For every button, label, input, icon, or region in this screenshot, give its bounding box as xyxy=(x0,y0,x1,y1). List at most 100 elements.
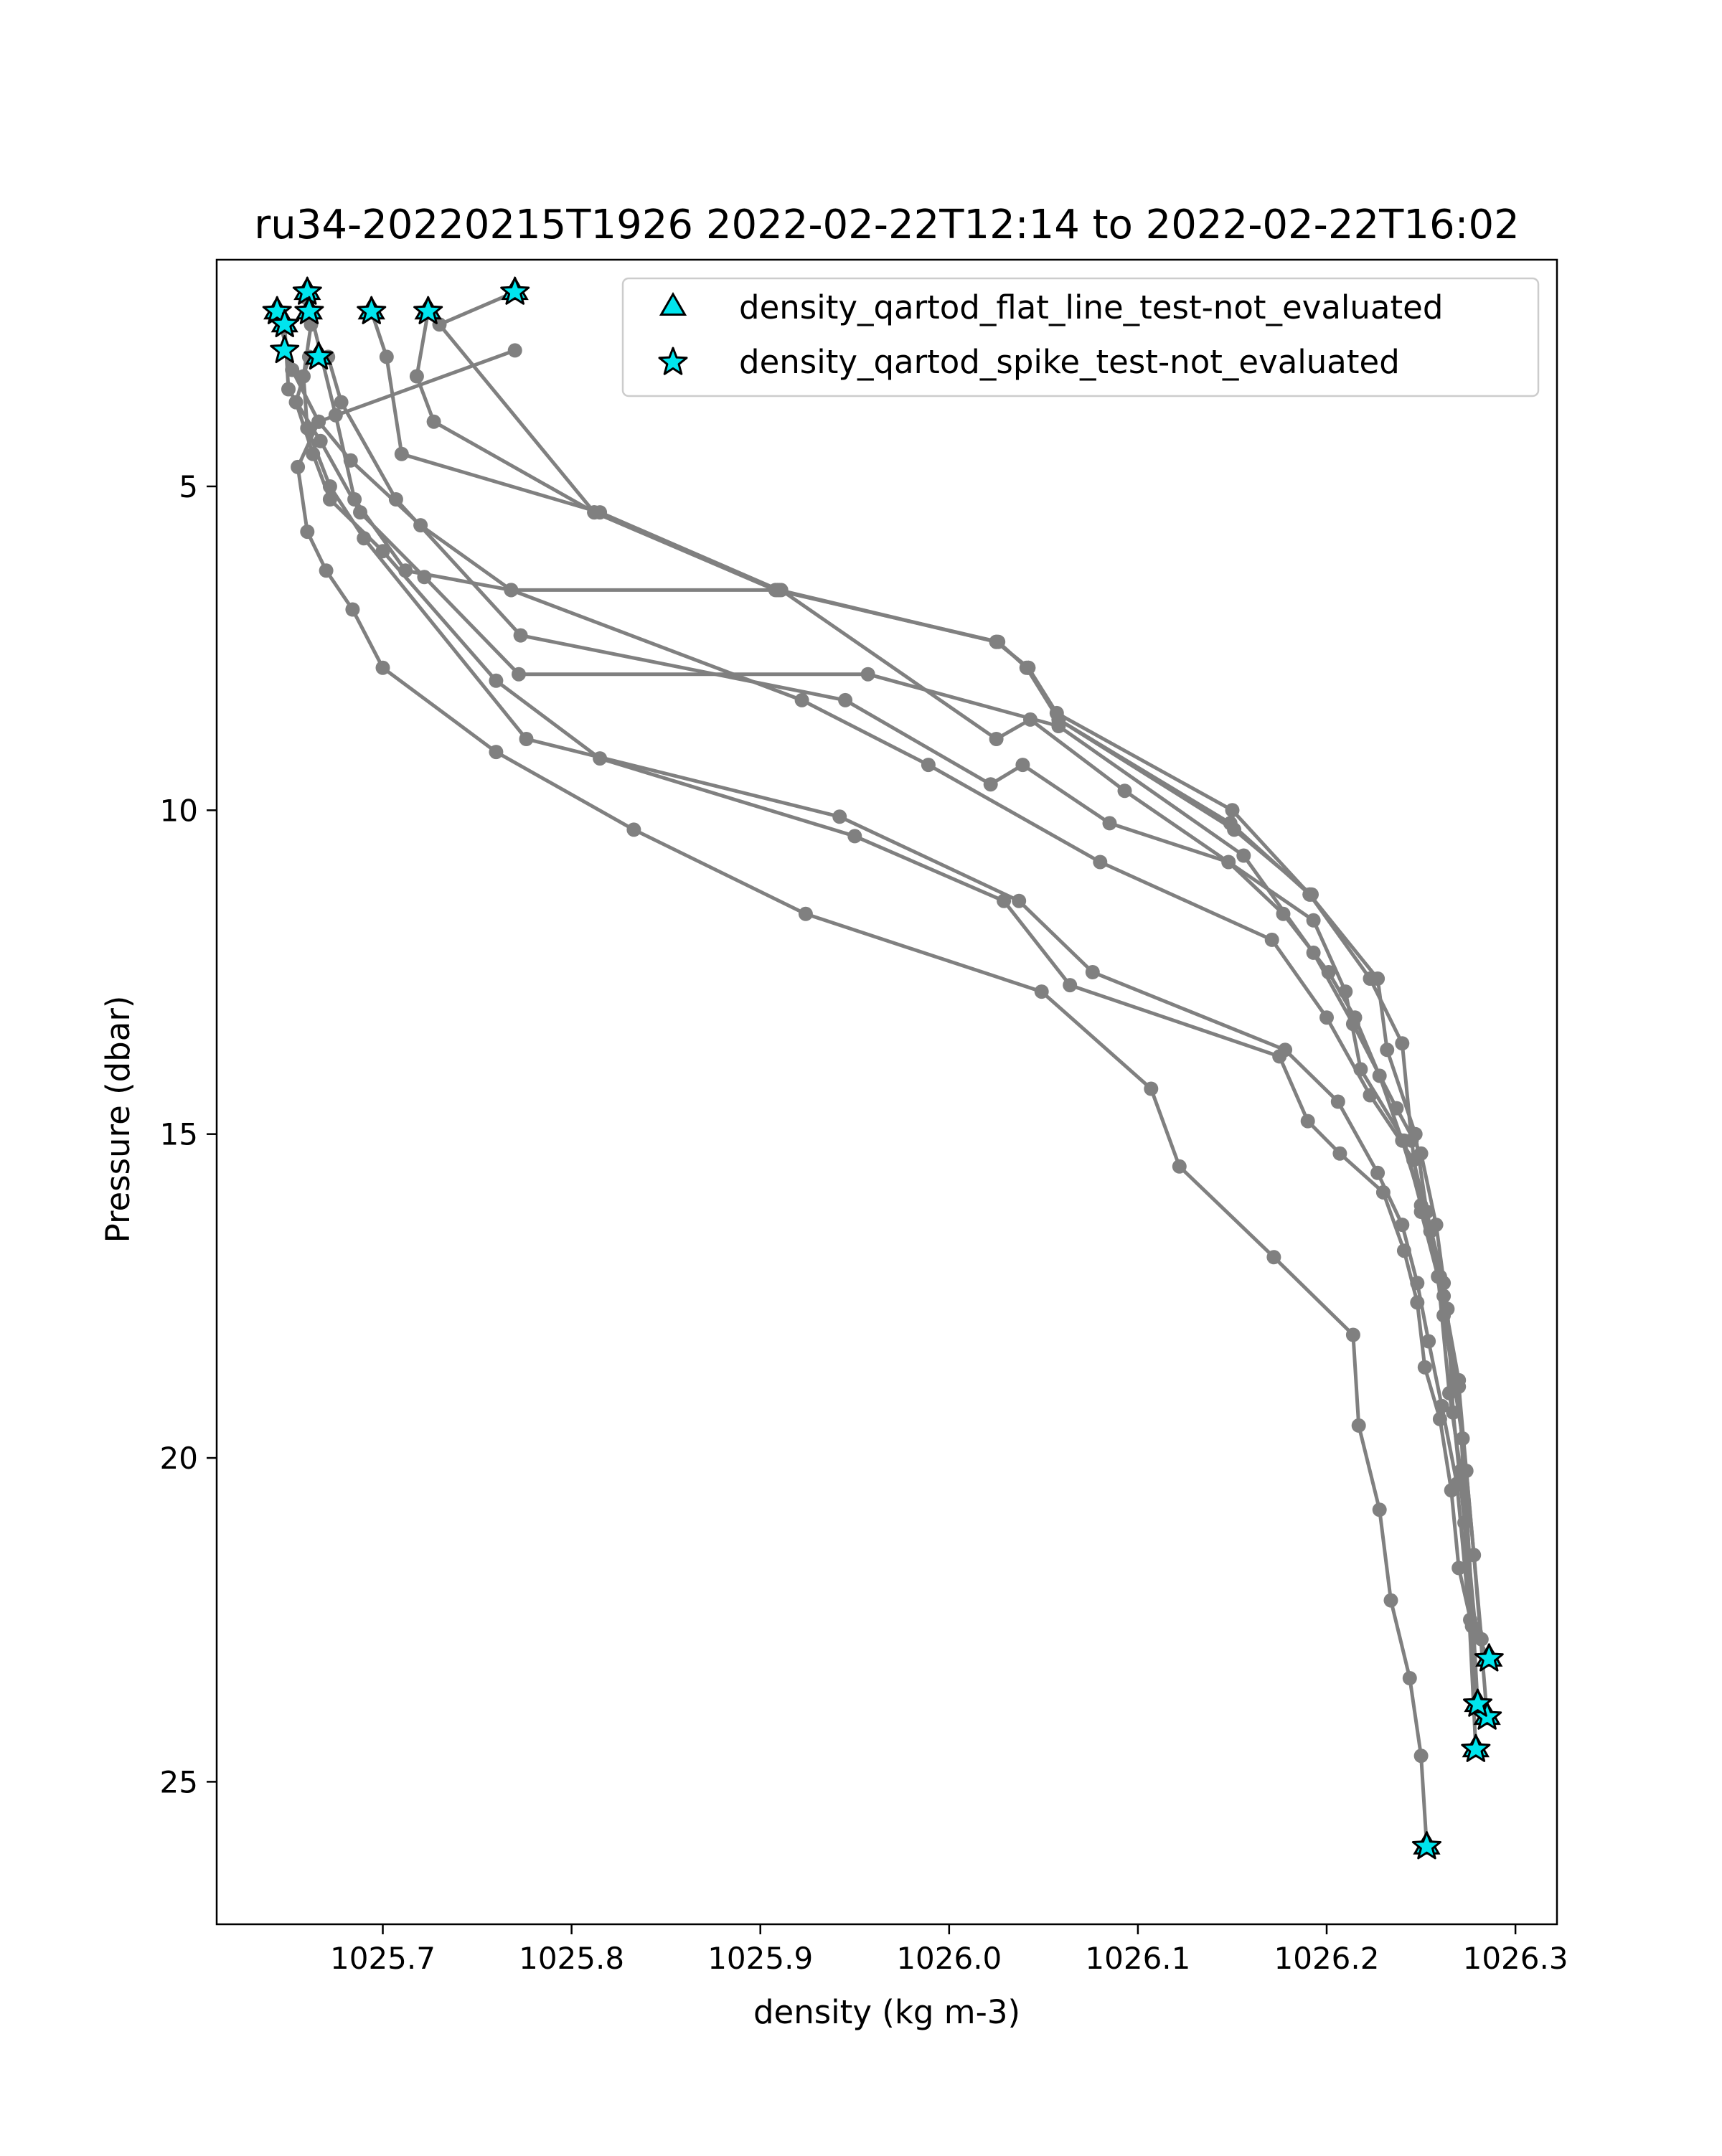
profile-point xyxy=(983,777,998,792)
profile-point xyxy=(1474,1632,1489,1647)
legend: density_qartod_flat_line_test-not_evalua… xyxy=(621,277,1540,397)
profile-point xyxy=(1227,822,1242,837)
spike-flag-marker xyxy=(1474,1643,1504,1672)
x-tick-label: 1026.1 xyxy=(1085,1941,1190,1976)
profile-point xyxy=(319,563,334,578)
profile-point xyxy=(989,732,1004,746)
profile-point xyxy=(1408,1126,1423,1141)
profile-point xyxy=(1370,1165,1385,1180)
profile-point xyxy=(1442,1385,1457,1401)
profile-point xyxy=(626,822,641,837)
spike-flag-marker xyxy=(262,296,292,324)
spike-flag-marker xyxy=(357,296,387,324)
profile-point xyxy=(1304,887,1319,902)
profile-line xyxy=(370,311,1478,1634)
profile-point xyxy=(1300,1114,1315,1129)
legend-entry-label: density_qartod_spike_test-not_evaluated xyxy=(739,343,1400,381)
profile-point xyxy=(489,673,504,688)
x-tick-label: 1025.7 xyxy=(330,1941,436,1976)
profile-point xyxy=(1330,1094,1345,1109)
profile-point xyxy=(847,829,862,844)
profile-point xyxy=(1402,1671,1417,1685)
profile-point xyxy=(1276,906,1291,921)
profile-point xyxy=(1345,1327,1360,1342)
profile-point xyxy=(1102,816,1117,831)
profile-point xyxy=(1264,932,1279,947)
x-tick-label: 1025.9 xyxy=(707,1941,813,1976)
profile-point xyxy=(1395,1036,1410,1051)
profile-point xyxy=(1085,965,1100,979)
profile-point xyxy=(489,745,504,760)
profile-point xyxy=(1319,1010,1334,1025)
profile-point xyxy=(1321,965,1336,979)
profile-series-3 xyxy=(296,317,1485,1712)
profile-point xyxy=(1380,1042,1395,1058)
profile-point xyxy=(1306,913,1321,928)
y-axis-label: Pressure (dbar) xyxy=(99,996,137,1243)
profile-point xyxy=(1021,660,1036,675)
spike-flag-marker xyxy=(292,276,322,305)
profile-point xyxy=(587,505,602,520)
x-tick-label: 1026.0 xyxy=(896,1941,1002,1976)
profile-point xyxy=(394,446,409,461)
profile-point xyxy=(1421,1334,1436,1349)
profile-point xyxy=(328,408,343,423)
spike-flag-marker xyxy=(294,296,324,324)
profile-point xyxy=(507,343,522,358)
profile-point xyxy=(860,667,875,682)
profile-point xyxy=(1023,712,1038,727)
y-tick-label: 10 xyxy=(160,793,198,828)
profile-point xyxy=(375,660,390,675)
profile-point xyxy=(1447,1373,1462,1388)
profile-point xyxy=(1436,1276,1452,1291)
profile-point xyxy=(1117,783,1132,799)
plot-area xyxy=(262,276,1504,1860)
x-tick-label: 1026.3 xyxy=(1463,1941,1568,1976)
legend-box xyxy=(621,277,1540,397)
profile-point xyxy=(1419,1205,1434,1219)
profile-point xyxy=(1034,984,1049,999)
spike-flag-marker xyxy=(1463,1688,1492,1717)
profile-point xyxy=(1452,1560,1467,1576)
axes: 1025.7 1025.8 1025.9 1026.0 1026.1 1026.2 1026… xyxy=(160,258,1568,1976)
profile-point xyxy=(798,906,813,921)
profile-point xyxy=(1172,1159,1187,1174)
profile-point xyxy=(512,667,526,682)
profile-point xyxy=(1383,1593,1398,1608)
legend-triangle-icon xyxy=(659,292,687,316)
profile-point xyxy=(989,634,1004,649)
profile-point xyxy=(1093,855,1108,870)
profile-point xyxy=(1395,1218,1410,1233)
spike-flag-markers xyxy=(262,276,1504,1860)
chart-title: ru34-20220215T1926 2022-02-22T12:14 to 2… xyxy=(254,202,1519,248)
profile-point xyxy=(504,583,519,598)
profile-point xyxy=(794,692,809,707)
profile-point xyxy=(347,492,362,507)
profile-point xyxy=(1372,1068,1387,1083)
profile-point xyxy=(322,479,337,494)
profile-point xyxy=(281,382,296,397)
profile-point xyxy=(1236,848,1251,863)
profile-point xyxy=(1338,984,1353,999)
profile-point xyxy=(921,758,936,773)
profile-point xyxy=(1417,1360,1432,1375)
profile-point xyxy=(1051,712,1066,727)
profile-point xyxy=(1370,971,1385,986)
spike-flag-marker xyxy=(500,276,530,305)
profile-point xyxy=(1012,893,1027,908)
profile-point xyxy=(1372,1502,1387,1517)
profile-point xyxy=(1144,1081,1159,1096)
profile-point xyxy=(345,602,360,617)
profile-point xyxy=(426,414,441,429)
profile-point xyxy=(357,531,372,546)
y-tick-label: 5 xyxy=(179,469,198,504)
profile-point xyxy=(1278,1042,1293,1058)
profile-point xyxy=(832,809,847,824)
profile-point xyxy=(1225,803,1240,818)
x-axis-label: density (kg m-3) xyxy=(753,1993,1020,2031)
profile-point xyxy=(291,459,306,474)
profile-point xyxy=(313,433,328,448)
profile-point xyxy=(296,369,311,384)
